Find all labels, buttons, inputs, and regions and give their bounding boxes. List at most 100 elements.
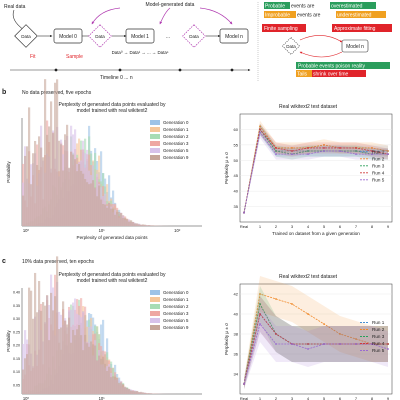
hist-bar — [132, 390, 135, 394]
legend-label: Generation 0 — [163, 120, 189, 125]
hist-bar — [114, 214, 117, 226]
hist-bar — [54, 82, 57, 226]
hist-bar — [58, 140, 61, 226]
hist-bar — [96, 196, 99, 226]
hist-bar — [110, 377, 113, 394]
hist-bar — [72, 154, 75, 226]
hist-bar — [90, 183, 93, 226]
data-point — [371, 153, 373, 156]
hist-bar — [130, 390, 133, 394]
legend-swatch — [150, 127, 160, 132]
real-data-label: Real data — [4, 4, 26, 10]
y-tick-label: 40 — [234, 189, 239, 194]
hist-bar — [86, 343, 89, 394]
panel-a: Real data Model-generated data Data Mode… — [4, 2, 392, 82]
data-point — [355, 338, 357, 340]
legend-label: Generation 5 — [163, 318, 189, 323]
x-tick-label: 6 — [339, 396, 342, 400]
data-0-diamond — [14, 24, 38, 48]
model-1-label: Model 1 — [131, 34, 149, 40]
x-tick-label: 9 — [387, 396, 390, 400]
error-band — [244, 123, 388, 215]
hist-bar — [106, 370, 109, 394]
hist-bar — [104, 363, 107, 394]
finite-sampling-tag: Finite sampling — [264, 26, 298, 32]
legend-label: Generation 0 — [163, 290, 189, 295]
hist-bar — [120, 213, 123, 226]
svg-text:events are: events are — [291, 4, 315, 10]
timeline-label: Timeline 0 ... n — [100, 75, 133, 81]
loop-data-label: Data — [286, 44, 296, 49]
hist-bar — [118, 211, 121, 226]
hist-bar — [140, 224, 143, 226]
c-histogram: Generation 0 Generation 1 Generation 2 Gene… — [6, 256, 203, 400]
panel-c: c 10% data preserved, ten epochs Perplex… — [2, 256, 393, 400]
hist-bar — [52, 133, 55, 226]
hist-bar — [32, 318, 35, 394]
y-tick-label: 0.40 — [13, 291, 20, 295]
data-point — [307, 313, 309, 315]
data-0-label: Data — [21, 34, 31, 39]
hist-bar — [88, 184, 91, 226]
hist-bar — [112, 376, 115, 394]
x-tick-label: 5 — [323, 396, 326, 400]
data-point — [323, 143, 325, 146]
hist-bar — [126, 387, 129, 394]
hist-bar — [98, 185, 101, 226]
data-point — [291, 303, 293, 305]
hist-bar — [80, 170, 83, 226]
hist-bar — [94, 345, 97, 394]
hist-bar — [108, 202, 111, 226]
error-band — [244, 123, 388, 215]
data-point — [259, 125, 261, 128]
hist-bar — [144, 224, 147, 226]
hist-bar — [82, 173, 85, 226]
legend-label: Run 2 — [372, 327, 385, 332]
hist-bar — [128, 221, 131, 226]
hist-bar — [74, 335, 77, 394]
c-hist-title-1: Perplexity of generated data points eval… — [58, 272, 166, 278]
y-tick-label: 42 — [234, 292, 239, 297]
plot-frame — [239, 113, 393, 223]
x-tick-label: Real — [240, 224, 248, 229]
legend-swatch — [150, 318, 160, 323]
hist-bar — [134, 223, 137, 226]
hist-bar — [148, 393, 151, 394]
hist-bar — [94, 187, 97, 226]
model-n-label: Model n — [225, 34, 243, 40]
data-point — [291, 150, 293, 152]
hist-bar — [26, 146, 29, 226]
data-point — [307, 147, 309, 149]
data-point — [243, 383, 245, 385]
x-axis-label: Perplexity of generated data points — [77, 235, 149, 240]
c-hist-title-2: model trained with real wikitext2 — [77, 278, 148, 284]
hist-bar — [76, 171, 79, 226]
hist-bar — [60, 144, 63, 226]
hist-bar — [142, 392, 145, 394]
legend-label: Generation 9 — [163, 325, 189, 330]
hist-bar — [46, 295, 49, 394]
legend-swatch — [150, 134, 160, 139]
data-point — [355, 343, 357, 345]
data-point — [355, 153, 357, 156]
legend-swatch — [150, 155, 160, 160]
legend-label: Run 1 — [372, 320, 385, 325]
hist-bar — [106, 207, 109, 226]
x-tick-label: Real — [240, 396, 248, 400]
data-point — [355, 147, 357, 149]
series-line — [243, 125, 389, 213]
legend-label: Generation 2 — [163, 134, 189, 139]
hist-bar — [40, 310, 43, 394]
hist-bar — [22, 369, 25, 394]
hist-bar — [152, 225, 155, 226]
hist-bar — [150, 393, 153, 394]
hist-bar — [44, 305, 47, 394]
legend-swatch — [150, 304, 160, 309]
hist-bar — [108, 366, 111, 394]
panel-c-label: c — [2, 258, 6, 265]
hist-bar — [116, 211, 119, 226]
x-tick-label: 2 — [275, 396, 278, 400]
x-tick-label: 5 — [323, 224, 326, 229]
hist-bar — [126, 219, 129, 226]
x-tick-label: 4 — [307, 396, 310, 400]
